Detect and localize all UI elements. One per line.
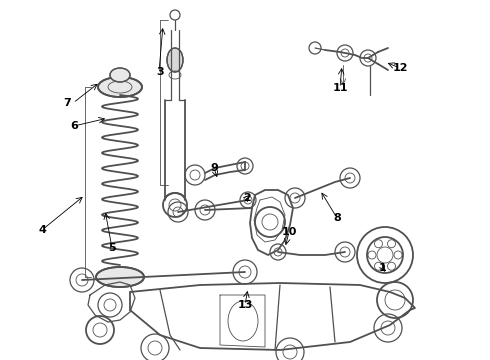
Ellipse shape — [96, 267, 144, 287]
Text: 6: 6 — [70, 121, 78, 131]
Text: 4: 4 — [38, 225, 46, 235]
Text: 5: 5 — [108, 243, 116, 253]
Text: 2: 2 — [243, 193, 251, 203]
Text: 7: 7 — [63, 98, 71, 108]
Text: 13: 13 — [237, 300, 253, 310]
Text: 11: 11 — [332, 83, 348, 93]
Text: 9: 9 — [210, 163, 218, 173]
Text: 12: 12 — [392, 63, 408, 73]
Text: 1: 1 — [379, 263, 387, 273]
Ellipse shape — [98, 77, 142, 97]
Text: 8: 8 — [333, 213, 341, 223]
Ellipse shape — [110, 68, 130, 82]
Text: 10: 10 — [281, 227, 296, 237]
Ellipse shape — [167, 48, 183, 72]
Text: 3: 3 — [156, 67, 164, 77]
